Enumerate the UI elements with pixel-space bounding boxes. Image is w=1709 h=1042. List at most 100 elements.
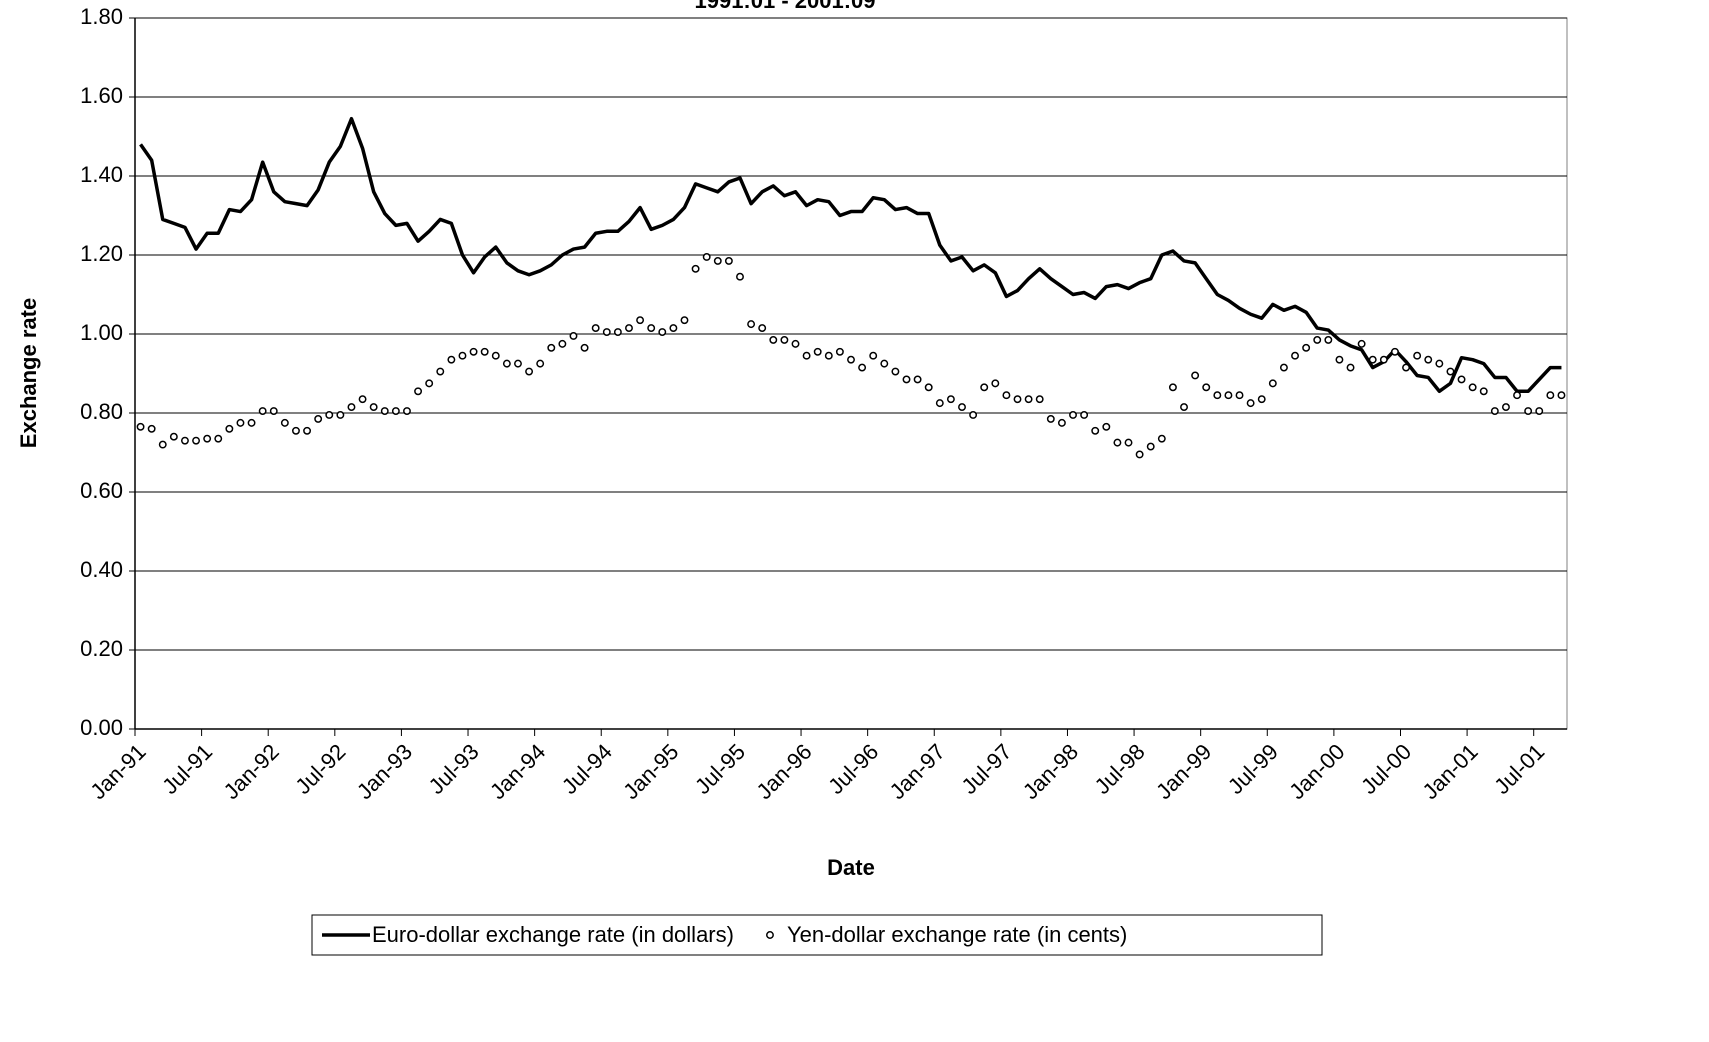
data-point [613, 328, 622, 336]
y-tick-label: 0.00 [80, 715, 123, 740]
data-point [1446, 367, 1455, 376]
data-point [591, 324, 600, 333]
data-point [680, 316, 689, 325]
data-point [702, 253, 711, 261]
data-point [336, 411, 345, 419]
data-point [158, 440, 167, 449]
data-point [491, 351, 500, 360]
data-point [747, 320, 756, 329]
y-tick-label: 1.00 [80, 320, 123, 345]
data-point [724, 256, 733, 265]
data-point [636, 316, 645, 325]
data-point [369, 403, 378, 412]
data-point [858, 363, 867, 372]
data-point [547, 343, 556, 352]
data-point [1302, 343, 1311, 352]
data-point [1013, 395, 1022, 404]
y-tick-label: 1.60 [80, 83, 123, 108]
data-point [1146, 442, 1155, 451]
data-point [380, 407, 389, 415]
data-point [347, 403, 356, 412]
data-point [1180, 403, 1188, 412]
data-point [969, 411, 978, 419]
y-tick-label: 1.20 [80, 241, 123, 266]
data-point [1402, 363, 1410, 372]
data-point [1335, 355, 1344, 364]
y-tick-label: 1.80 [80, 4, 123, 29]
data-point [414, 387, 423, 396]
data-point [847, 355, 855, 364]
legend-box [311, 914, 1323, 956]
data-point [1379, 355, 1388, 364]
data-point [1468, 383, 1477, 392]
data-point [236, 418, 245, 427]
data-point [1357, 339, 1366, 348]
data-point [358, 395, 367, 404]
data-point [258, 407, 267, 415]
legend-label: Euro-dollar exchange rate (in dollars) [372, 922, 734, 947]
data-point [247, 418, 256, 427]
data-point [902, 375, 911, 384]
data-point [1557, 391, 1566, 400]
data-point [1124, 438, 1133, 447]
data-point [436, 367, 445, 376]
data-point [625, 324, 633, 333]
data-point [669, 324, 678, 333]
data-point [458, 351, 467, 360]
data-point [835, 347, 844, 356]
data-point [713, 256, 722, 265]
data-point [1246, 399, 1255, 408]
data-point [602, 328, 611, 336]
data-point [214, 434, 223, 443]
data-point [946, 395, 955, 404]
data-point [824, 351, 833, 360]
y-tick-label: 0.60 [80, 478, 123, 503]
data-point [1279, 363, 1288, 372]
data-point [1435, 359, 1444, 368]
data-point [1191, 371, 1200, 380]
data-point [203, 434, 212, 443]
data-point [1046, 414, 1055, 423]
data-point [813, 347, 822, 356]
data-point [1490, 407, 1499, 415]
data-point [869, 351, 878, 360]
y-axis-title: Exchange rate [16, 298, 41, 448]
data-point [1479, 387, 1488, 396]
data-point [525, 367, 534, 376]
data-point [880, 359, 889, 368]
data-point [325, 411, 334, 419]
data-point [403, 407, 411, 415]
data-point [1168, 383, 1177, 392]
data-line [139, 116, 1562, 394]
data-point [758, 324, 767, 333]
data-point [1069, 411, 1077, 419]
data-point [536, 359, 545, 368]
data-point [314, 414, 323, 423]
data-point [1157, 434, 1166, 443]
data-point [391, 407, 400, 415]
data-point [1257, 395, 1266, 404]
data-point [569, 332, 578, 340]
data-point [1268, 379, 1277, 388]
data-point [169, 432, 178, 441]
data-point [1002, 391, 1011, 400]
data-point [1235, 391, 1244, 400]
data-point [147, 424, 156, 433]
data-point [924, 383, 933, 392]
data-point [1413, 351, 1422, 360]
data-point [1546, 391, 1555, 400]
legend-marker [766, 931, 774, 939]
data-point [1102, 422, 1111, 431]
data-point [580, 343, 589, 352]
data-point [791, 339, 800, 348]
data-point [1080, 411, 1089, 419]
data-point [480, 347, 489, 356]
data-point [1224, 391, 1233, 400]
legend-label: Yen-dollar exchange rate (in cents) [787, 922, 1127, 947]
data-point [691, 264, 700, 273]
data-point [935, 399, 944, 408]
data-point [502, 359, 511, 368]
